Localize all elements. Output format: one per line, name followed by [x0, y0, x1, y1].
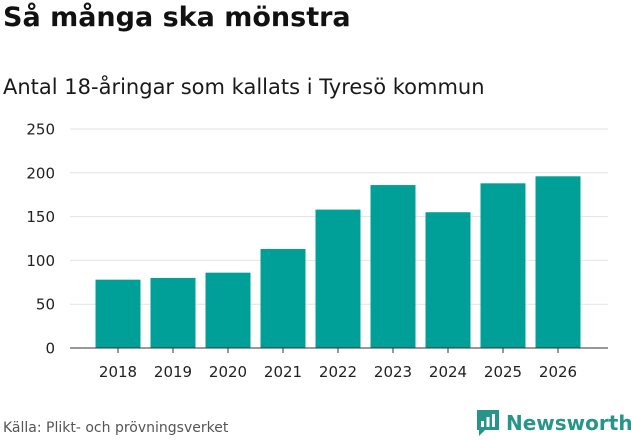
bar-2020 [205, 272, 251, 348]
x-tick-label: 2022 [319, 363, 357, 381]
chart-bubble-logo-icon [477, 410, 499, 436]
bar-2023 [370, 185, 416, 348]
brand-name: Newsworthy [506, 411, 631, 435]
x-tick-label: 2018 [99, 363, 137, 381]
bar-2021 [260, 249, 306, 348]
x-tick-label: 2019 [154, 363, 192, 381]
bar-2026 [535, 176, 581, 348]
chart-title: Så många ska mönstra [3, 2, 351, 33]
y-tick-label: 200 [26, 164, 55, 182]
bar-2025 [480, 183, 526, 348]
source-note: Källa: Plikt- och prövningsverket [3, 420, 229, 436]
y-tick-label: 150 [26, 208, 55, 226]
x-tick-label: 2026 [539, 363, 577, 381]
x-axis-ticks: 2018 2019 2020 2021 2022 2023 2024 2025 2026 [99, 348, 577, 381]
x-tick-label: 2023 [374, 363, 412, 381]
bar-2022 [315, 209, 361, 348]
bar-2018 [95, 279, 141, 348]
x-tick-label: 2021 [264, 363, 302, 381]
brand-logo-group: Newsworthy [475, 406, 631, 440]
x-tick-label: 2024 [429, 363, 467, 381]
y-tick-label: 50 [36, 296, 55, 314]
y-tick-label: 100 [26, 252, 55, 270]
y-tick-label: 250 [26, 121, 55, 139]
y-axis-ticks: 0 50 100 150 200 250 [26, 121, 55, 358]
bar-2019 [150, 277, 196, 348]
y-tick-label: 0 [45, 340, 55, 358]
bar-2024 [425, 212, 471, 348]
bars [95, 176, 581, 348]
x-tick-label: 2025 [484, 363, 522, 381]
x-tick-label: 2020 [209, 363, 247, 381]
chart-subtitle: Antal 18-åringar som kallats i Tyresö ko… [3, 75, 485, 99]
